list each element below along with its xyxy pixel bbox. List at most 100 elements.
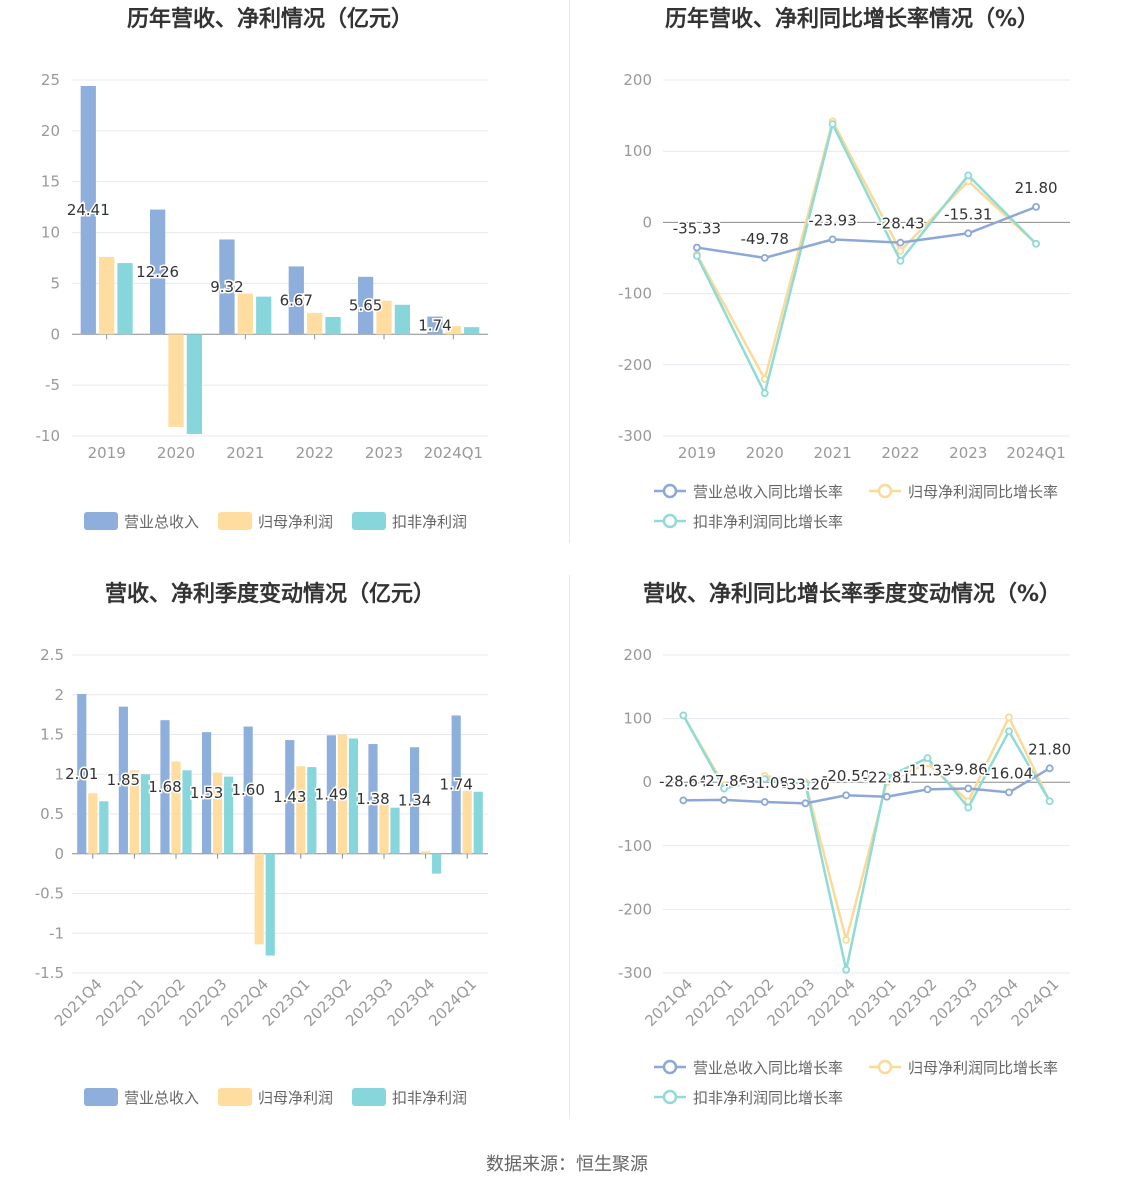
bar-data-label: 1.53 [190,784,223,802]
line-net-profit-growth [682,714,1051,941]
legend-item[interactable]: 扣非净利润 [352,512,467,531]
line-data-label: -9.86 [949,760,988,778]
bar-deducted-profit [186,334,202,434]
legend-label: 扣非净利润 [392,1089,467,1107]
bar-revenue [288,266,304,335]
legend-label: 扣非净利润 [392,513,467,531]
line-point [923,785,932,794]
bar-net-profit [307,312,323,335]
legend-label: 营业总收入同比增长率 [693,1059,843,1077]
bar-deducted-profit [473,791,483,854]
line-data-label: -20.50 [822,767,870,785]
line-point [801,799,810,808]
line-data-label: -15.31 [944,205,992,223]
line-point [842,936,851,944]
y-tick-label: 2.5 [40,646,64,664]
y-tick-label: -5 [45,376,60,394]
bar-net-profit [376,300,392,335]
legend-item[interactable]: 扣非净利润 [352,1088,467,1107]
quarterly-growth-rate-chart: 营收、净利同比增长率季度变动情况（%）2001000-100-200-30020… [618,581,1073,1107]
x-category-label: 2022 [881,444,919,462]
y-tick-label: -1 [49,924,64,942]
annual-revenue-profit-legend[interactable]: 营业总收入 归母净利润 扣非净利润 [84,512,467,531]
line-point [1032,202,1040,211]
y-tick-label: 20 [41,122,60,140]
legend-label: 归母净利润 [258,513,333,531]
bar-revenue [427,316,443,335]
legend-item[interactable]: 归母净利润同比增长率 [869,1059,1058,1077]
legend-label: 扣非净利润同比增长率 [693,1089,843,1107]
x-category-label: 2021 [813,444,851,462]
line-point [964,784,973,793]
bar-net-profit [296,766,306,854]
legend-item[interactable]: 扣非净利润同比增长率 [654,513,843,531]
bar-net-profit [168,334,184,427]
legend-label: 归母净利润同比增长率 [908,483,1058,501]
legend-item[interactable]: 营业总收入 [84,1088,199,1107]
y-tick-label: 0.5 [40,805,64,823]
bar-data-label: 1.68 [148,778,181,796]
bar-revenue [451,715,461,854]
legend-swatch [352,1088,386,1106]
legend-item[interactable]: 扣非净利润同比增长率 [654,1089,843,1107]
y-tick-label: 0 [50,325,60,343]
legend-item[interactable]: 归母净利润 [218,512,333,531]
x-category-label: 2024Q1 [1006,444,1066,462]
bar-deducted-profit [432,853,442,874]
quarterly-revenue-profit-legend[interactable]: 营业总收入 归母净利润 扣非净利润 [84,1088,467,1107]
legend-swatch [218,1088,252,1106]
line-data-label: -27.86 [700,772,748,790]
bar-net-profit [99,256,115,335]
line-point [882,792,891,801]
y-tick-label: -200 [618,356,652,374]
annual-growth-rate-chart: 历年营收、净利同比增长率情况（%） 200 100 0 -100 -200 -300 2019… [618,6,1070,531]
bar-deducted-profit [256,296,272,335]
legend-item[interactable]: 归母净利润 [218,1088,333,1107]
legend-swatch [218,512,252,530]
line-point [801,780,810,789]
bar-net-profit [213,772,223,854]
legend-marker [662,1089,678,1105]
legend-item[interactable]: 营业总收入 [84,512,199,531]
legend-item[interactable]: 营业总收入同比增长率 [654,483,843,501]
quarterly-revenue-profit-title: 营收、净利季度变动情况（亿元） [105,581,435,607]
y-tick-label: 0 [642,213,652,231]
bar-deducted-profit [307,767,317,854]
line-point [760,775,769,783]
y-tick-label: 5 [50,274,60,292]
y-tick-label: 100 [623,710,652,728]
line-data-label: 21.80 [1028,740,1071,758]
vertical-divider-top [569,0,570,543]
line-deducted-profit-growth [695,120,1037,397]
line-data-label: 21.80 [1015,179,1058,197]
line-data-label: -23.93 [808,211,856,229]
y-tick-label: -0.5 [35,885,64,903]
bar-data-label: 1.74 [418,316,451,334]
legend-item[interactable]: 归母净利润同比增长率 [869,483,1058,501]
y-tick-label: -200 [618,900,652,918]
legend-marker [662,1059,678,1075]
legend-label: 归母净利润 [258,1089,333,1107]
legend-item[interactable]: 营业总收入同比增长率 [654,1059,843,1077]
line-point [828,235,837,244]
line-point [896,256,905,265]
bar-net-profit [88,793,98,854]
quarterly-revenue-profit-chart: 营收、净利季度变动情况（亿元）2.521.510.50-0.5-1-1.5202… [35,581,488,1107]
bar-deducted-profit [224,776,234,854]
data-source-footer: 数据来源：恒生聚源 [486,1154,648,1175]
line-point [720,784,728,793]
bar-net-profit [379,804,389,854]
line-point [896,238,905,247]
line-point [693,243,701,252]
bar-revenue [326,735,336,854]
line-data-label: -11.33 [903,761,951,779]
bar-data-label: 1.43 [273,788,306,806]
bar-deducted-profit [394,304,410,335]
bar-revenue [219,239,235,335]
bar-revenue [410,747,420,854]
bar-data-label: 6.67 [280,291,313,309]
bar-revenue [80,86,96,335]
line-data-label: -28.64 [659,772,707,790]
